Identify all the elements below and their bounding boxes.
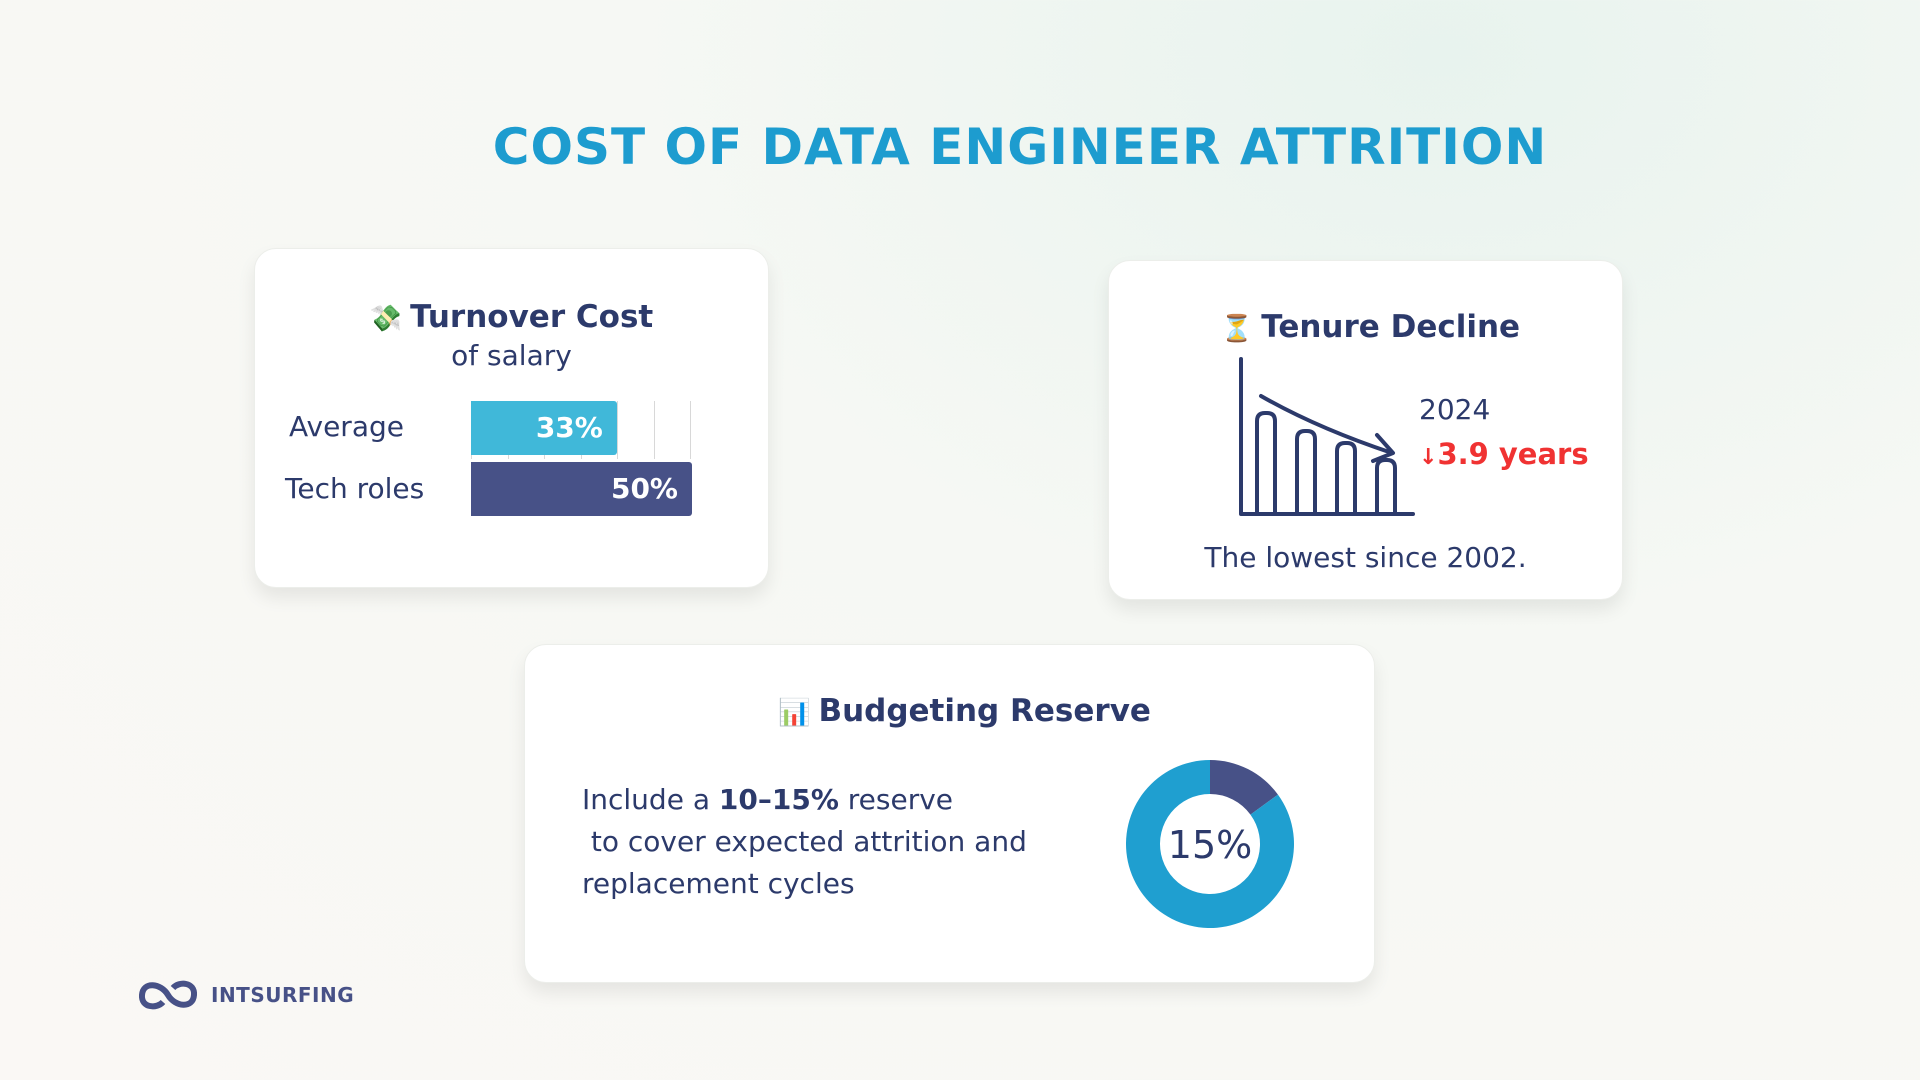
gridline: [690, 401, 691, 459]
bar-value-average: 33%: [535, 411, 603, 444]
bar-value-tech-roles: 50%: [610, 472, 678, 505]
infinity-logo-icon: [139, 980, 197, 1010]
logo-text: INTSURFING: [211, 983, 355, 1007]
reserve-donut-chart: [1126, 760, 1294, 928]
tenure-year: 2024: [1419, 393, 1491, 426]
donut-center-label: 15%: [1167, 823, 1253, 867]
turnover-cost-title: 💸 Turnover Cost: [255, 299, 768, 335]
turnover-subtitle: of salary: [451, 339, 572, 372]
turnover-cost-card: 💸 Turnover Cost of salary: [254, 248, 769, 588]
intsurfing-logo: INTSURFING: [137, 978, 354, 1012]
tenure-title: ⏳ Tenure Decline: [1119, 309, 1622, 345]
donut-slice-1: [1126, 760, 1294, 928]
budget-line-1: Include a 10–15% reserve: [582, 783, 954, 816]
budgeting-reserve-card: 📊 Budgeting Reserve Include a 10–15% rese…: [524, 644, 1375, 983]
bar-tech-roles: 50%: [471, 462, 692, 516]
tenure-value: ↓3.9 years: [1419, 437, 1589, 471]
money-with-wings-icon: 💸: [369, 304, 403, 334]
turnover-title-text: Turnover Cost: [410, 299, 654, 335]
bar-label-tech-roles: Tech roles: [285, 472, 425, 505]
budget-line-3: replacement cycles: [582, 867, 855, 900]
bar-label-average: Average: [289, 410, 404, 443]
down-arrow-icon: ↓: [1419, 445, 1438, 470]
hourglass-icon: ⏳: [1220, 314, 1254, 344]
gridline: [617, 401, 618, 459]
gridline: [653, 401, 655, 459]
budget-line-2: to cover expected attrition and: [582, 825, 1027, 858]
budget-title-text: Budgeting Reserve: [818, 693, 1151, 729]
page-title: COST OF DATA ENGINEER ATTRITION: [492, 118, 1548, 176]
bar-chart-icon: 📊: [778, 698, 811, 728]
budget-title: 📊 Budgeting Reserve: [555, 693, 1374, 729]
tenure-title-text: Tenure Decline: [1261, 309, 1521, 345]
bar-average: 33%: [471, 401, 617, 455]
tenure-note: The lowest since 2002.: [1204, 541, 1527, 574]
tenure-value-text: 3.9 years: [1437, 437, 1589, 471]
declining-bars-icon: [1239, 357, 1415, 516]
tenure-decline-card: ⏳ Tenure Decline 2024 ↓3.9 years The lowe…: [1108, 260, 1623, 600]
donut-slice-0: [1210, 760, 1278, 815]
